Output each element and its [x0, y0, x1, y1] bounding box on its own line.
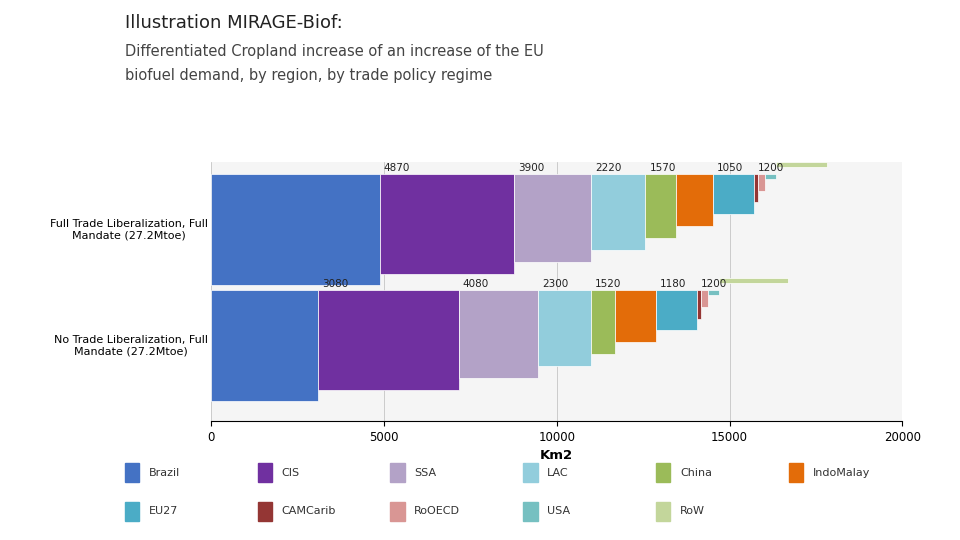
Text: Brazil: Brazil [149, 468, 180, 477]
Bar [614, 291, 656, 342]
Bar [591, 174, 645, 250]
Bar [379, 174, 515, 274]
Text: SSA: SSA [415, 468, 437, 477]
Bar [701, 291, 708, 307]
Text: IndoMalay: IndoMalay [813, 468, 870, 477]
Text: 1180: 1180 [660, 279, 686, 289]
Bar [697, 291, 701, 319]
Bar [677, 174, 712, 226]
Bar [391, 463, 405, 482]
Bar [656, 291, 697, 330]
Bar [789, 463, 804, 482]
Bar [125, 502, 139, 521]
Text: 1050: 1050 [717, 163, 743, 173]
Text: 1200: 1200 [758, 163, 784, 173]
Text: No Trade Liberalization, Full
Mandate (27.2Mtoe): No Trade Liberalization, Full Mandate (2… [54, 335, 207, 357]
Text: China: China [680, 468, 712, 477]
Bar [459, 291, 539, 378]
Bar [539, 291, 590, 366]
Text: Laborde 2012: Laborde 2012 [850, 523, 936, 536]
Bar [515, 174, 591, 262]
Bar [125, 463, 139, 482]
Bar [318, 291, 459, 389]
X-axis label: Km2: Km2 [540, 449, 573, 462]
Bar [523, 463, 538, 482]
Bar [257, 502, 272, 521]
Text: EU27: EU27 [149, 507, 178, 516]
Text: 3900: 3900 [518, 163, 544, 173]
Text: 4870: 4870 [384, 163, 410, 173]
Bar [211, 291, 318, 401]
Bar [776, 162, 828, 167]
Text: biofuel demand, by region, by trade policy regime: biofuel demand, by region, by trade poli… [125, 68, 492, 83]
Text: Illustration MIRAGE-Biof:: Illustration MIRAGE-Biof: [125, 14, 343, 31]
Text: LAC: LAC [547, 468, 568, 477]
Text: Differentiated Cropland increase of an increase of the EU: Differentiated Cropland increase of an i… [125, 44, 543, 59]
Bar [718, 278, 787, 283]
Text: 1520: 1520 [595, 279, 621, 289]
Bar [656, 463, 670, 482]
Text: CIS: CIS [281, 468, 300, 477]
Bar [755, 174, 758, 202]
Text: 3080: 3080 [322, 279, 348, 289]
Bar [257, 463, 272, 482]
Text: 1200: 1200 [701, 279, 728, 289]
Bar [590, 291, 614, 354]
Text: RoW: RoW [680, 507, 705, 516]
Bar [645, 174, 677, 238]
Text: 2300: 2300 [542, 279, 568, 289]
Bar [765, 174, 776, 179]
Text: USA: USA [547, 507, 570, 516]
Bar [758, 174, 765, 191]
Text: 1570: 1570 [649, 163, 676, 173]
Text: 4080: 4080 [463, 279, 489, 289]
Bar [391, 502, 405, 521]
Bar [712, 174, 755, 214]
Bar [523, 502, 538, 521]
Bar [708, 290, 718, 295]
Text: CAMCarib: CAMCarib [281, 507, 336, 516]
Text: RoOECD: RoOECD [415, 507, 460, 516]
Text: Full Trade Liberalization, Full
Mandate (27.2Mtoe): Full Trade Liberalization, Full Mandate … [50, 219, 207, 241]
Text: 2220: 2220 [595, 163, 621, 173]
Bar [211, 174, 379, 286]
Bar [656, 502, 670, 521]
